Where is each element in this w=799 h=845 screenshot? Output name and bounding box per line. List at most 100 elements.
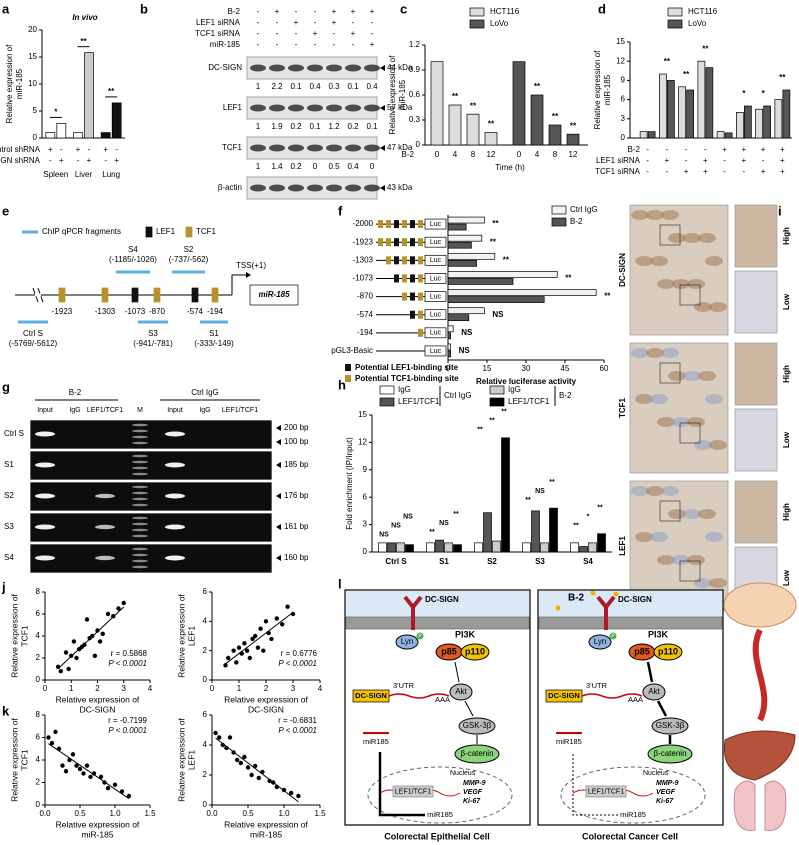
band bbox=[269, 104, 285, 112]
legend-label: B-2 bbox=[570, 217, 583, 226]
point bbox=[280, 622, 285, 627]
label: ** bbox=[573, 523, 579, 530]
label: + bbox=[780, 167, 785, 176]
bar bbox=[447, 259, 477, 267]
point bbox=[84, 617, 90, 622]
tissue bbox=[661, 486, 679, 496]
reporter-box bbox=[424, 236, 447, 248]
binding-site bbox=[402, 274, 407, 283]
band bbox=[307, 144, 323, 152]
tissue bbox=[646, 210, 664, 220]
label: B-2 bbox=[568, 593, 585, 604]
label: r = -0.7199 bbox=[108, 716, 147, 725]
label: 200 bp bbox=[284, 423, 309, 432]
bar bbox=[501, 437, 510, 553]
x-tick-label: 3 bbox=[122, 684, 127, 693]
tissue bbox=[657, 417, 675, 427]
binding-site bbox=[211, 287, 219, 303]
zoom bbox=[734, 204, 778, 268]
arrow bbox=[380, 145, 385, 151]
band bbox=[345, 104, 361, 112]
legend-swatch bbox=[667, 19, 683, 29]
tissue bbox=[709, 578, 727, 588]
label: 12 bbox=[487, 150, 496, 159]
tissue bbox=[631, 486, 649, 496]
label: Low bbox=[782, 431, 791, 448]
label: TCF1 siRNA bbox=[195, 29, 241, 38]
label: NS bbox=[439, 520, 449, 527]
bar bbox=[588, 542, 597, 553]
bar bbox=[111, 102, 122, 139]
label: P < 0.0001 bbox=[108, 726, 147, 735]
label: + bbox=[703, 156, 708, 165]
tissue bbox=[646, 486, 664, 496]
bar bbox=[45, 132, 56, 139]
label: miR-185 bbox=[81, 829, 113, 839]
label: Relative expression of bbox=[593, 50, 602, 129]
gel bbox=[29, 450, 273, 481]
y-tick-label: 0 bbox=[203, 675, 208, 684]
label: + bbox=[665, 156, 670, 165]
tissue bbox=[687, 417, 705, 427]
label: 0.1 bbox=[347, 82, 359, 91]
binding-site bbox=[418, 220, 423, 229]
ladder bbox=[132, 534, 148, 538]
label: β-catenin bbox=[653, 749, 686, 758]
point bbox=[63, 769, 69, 774]
bar bbox=[512, 61, 526, 146]
bar bbox=[405, 544, 414, 553]
tissue bbox=[694, 302, 712, 312]
point bbox=[95, 628, 100, 633]
label: ** bbox=[80, 37, 87, 46]
point bbox=[98, 774, 104, 780]
panel-letter: a bbox=[2, 1, 10, 16]
x-tick-label: 3 bbox=[291, 684, 296, 693]
label: -194 bbox=[207, 307, 224, 316]
legend-swatch bbox=[145, 226, 153, 238]
y-tick-label: 6 bbox=[621, 95, 626, 104]
tissue bbox=[650, 394, 668, 404]
label: - bbox=[646, 145, 649, 154]
label: S2 bbox=[4, 491, 14, 500]
y-tick-label: 20 bbox=[28, 25, 37, 34]
label: - bbox=[666, 167, 669, 176]
panel-letter: k bbox=[2, 703, 10, 718]
point bbox=[235, 757, 240, 763]
label: Time (h) bbox=[495, 163, 525, 172]
zoom-frame bbox=[659, 500, 681, 522]
lyn bbox=[395, 634, 419, 650]
band bbox=[364, 144, 380, 152]
bar bbox=[566, 133, 580, 146]
y-tick-label: 0.6 bbox=[409, 90, 421, 99]
panel-letter: l bbox=[338, 576, 342, 591]
point bbox=[82, 642, 87, 647]
ligand bbox=[613, 591, 619, 597]
label: (-333/-149) bbox=[194, 339, 234, 348]
membrane bbox=[345, 616, 530, 630]
label: LEF1 bbox=[156, 227, 176, 236]
binding-site bbox=[394, 220, 399, 229]
micrograph bbox=[629, 480, 729, 612]
label: S3 bbox=[148, 329, 158, 338]
y-tick-label: 5 bbox=[33, 106, 38, 115]
bar bbox=[56, 123, 67, 139]
label: S2 bbox=[184, 245, 194, 254]
label: + bbox=[294, 18, 299, 27]
bar bbox=[540, 542, 549, 553]
receptor bbox=[403, 595, 423, 630]
arrow bbox=[656, 700, 668, 717]
label: 57 kDa bbox=[387, 103, 413, 112]
label: 0.1 bbox=[309, 122, 321, 131]
label: S1 bbox=[439, 557, 449, 566]
ladder bbox=[132, 547, 148, 551]
legend-label: LEF1/TCF1 bbox=[398, 397, 440, 406]
p110 bbox=[653, 643, 683, 661]
binding-site bbox=[394, 238, 399, 247]
bar bbox=[667, 80, 675, 139]
band bbox=[95, 493, 115, 499]
label: LEF1/TCF1 bbox=[222, 407, 258, 414]
label: - bbox=[723, 156, 726, 165]
label: GSK-3β bbox=[656, 721, 685, 730]
label: Relative expression of bbox=[388, 55, 397, 134]
bar bbox=[724, 132, 733, 139]
